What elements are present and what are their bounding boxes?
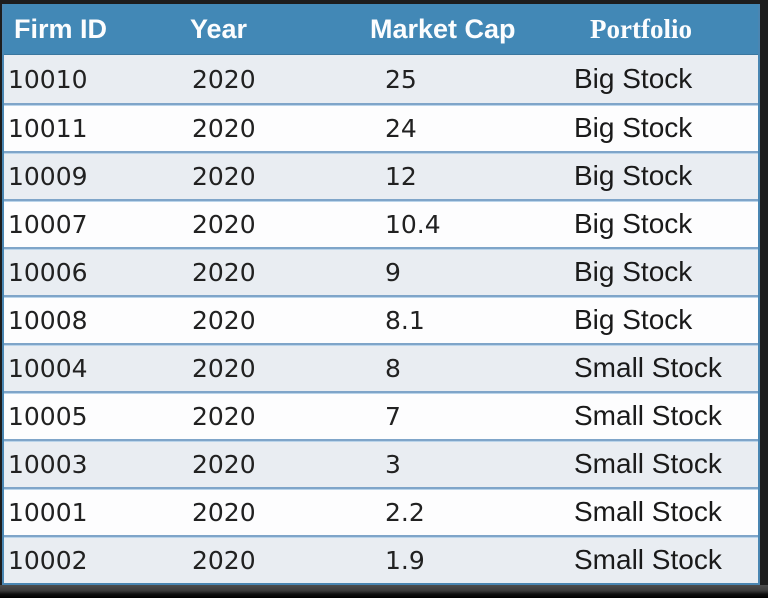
cell-year: 2020 (192, 497, 256, 527)
cell-year: 2020 (192, 209, 256, 239)
cell-firm-id: 10011 (8, 113, 88, 143)
column-header-portfolio: Portfolio (590, 13, 692, 44)
cell-market-cap: 24 (385, 113, 417, 143)
table-row: 10006 2020 9 Big Stock (4, 247, 758, 295)
table-row: 10011 2020 24 Big Stock (4, 103, 758, 151)
cell-market-cap: 10.4 (385, 209, 441, 239)
cell-market-cap: 2.2 (385, 497, 425, 527)
cell-portfolio: Big Stock (574, 112, 693, 143)
column-header-market-cap: Market Cap (370, 13, 516, 44)
cell-market-cap: 12 (385, 161, 417, 191)
cell-portfolio: Big Stock (574, 208, 693, 239)
cell-year: 2020 (192, 401, 256, 431)
column-header-firm-id: Firm ID (14, 13, 108, 44)
cell-firm-id: 10006 (8, 257, 88, 287)
cell-year: 2020 (192, 257, 256, 287)
cell-market-cap: 9 (385, 257, 401, 287)
cell-portfolio: Small Stock (574, 496, 722, 527)
cell-year: 2020 (192, 64, 256, 94)
table-row: 10001 2020 2.2 Small Stock (4, 487, 758, 535)
cell-firm-id: 10008 (8, 305, 88, 335)
cell-firm-id: 10002 (8, 545, 88, 575)
firm-portfolio-table: Firm ID Year Market Cap Portfolio 10010 … (2, 4, 760, 585)
cell-market-cap: 1.9 (385, 545, 425, 575)
cell-market-cap: 8 (385, 353, 401, 383)
table-row: 10005 2020 7 Small Stock (4, 391, 758, 439)
cell-firm-id: 10005 (8, 401, 88, 431)
table-body: 10010 2020 25 Big Stock 10011 2020 24 Bi… (4, 55, 758, 583)
cell-portfolio: Big Stock (574, 160, 693, 191)
cell-portfolio: Small Stock (574, 448, 722, 479)
cell-firm-id: 10001 (8, 497, 88, 527)
cell-market-cap: 3 (385, 449, 401, 479)
table-header-row: Firm ID Year Market Cap Portfolio (4, 4, 758, 55)
cell-portfolio: Small Stock (574, 400, 722, 431)
column-header-year: Year (190, 13, 248, 44)
table-row: 10009 2020 12 Big Stock (4, 151, 758, 199)
cell-year: 2020 (192, 449, 256, 479)
cell-portfolio: Big Stock (574, 63, 693, 94)
cell-year: 2020 (192, 305, 256, 335)
cell-year: 2020 (192, 161, 256, 191)
cell-market-cap: 7 (385, 401, 401, 431)
table-row: 10008 2020 8.1 Big Stock (4, 295, 758, 343)
cell-year: 2020 (192, 353, 256, 383)
cell-portfolio: Small Stock (574, 544, 722, 575)
table-bottom-shadow (0, 585, 768, 598)
cell-portfolio: Big Stock (574, 304, 693, 335)
cell-firm-id: 10007 (8, 209, 88, 239)
cell-market-cap: 8.1 (385, 305, 425, 335)
table-row: 10004 2020 8 Small Stock (4, 343, 758, 391)
cell-year: 2020 (192, 545, 256, 575)
table-row: 10002 2020 1.9 Small Stock (4, 535, 758, 583)
table-row: 10010 2020 25 Big Stock (4, 55, 758, 103)
cell-market-cap: 25 (385, 64, 417, 94)
cell-firm-id: 10004 (8, 353, 88, 383)
cell-portfolio: Big Stock (574, 256, 693, 287)
cell-portfolio: Small Stock (574, 352, 722, 383)
table-row: 10007 2020 10.4 Big Stock (4, 199, 758, 247)
cell-year: 2020 (192, 113, 256, 143)
cell-firm-id: 10003 (8, 449, 88, 479)
cell-firm-id: 10009 (8, 161, 88, 191)
cell-firm-id: 10010 (8, 64, 88, 94)
table-row: 10003 2020 3 Small Stock (4, 439, 758, 487)
